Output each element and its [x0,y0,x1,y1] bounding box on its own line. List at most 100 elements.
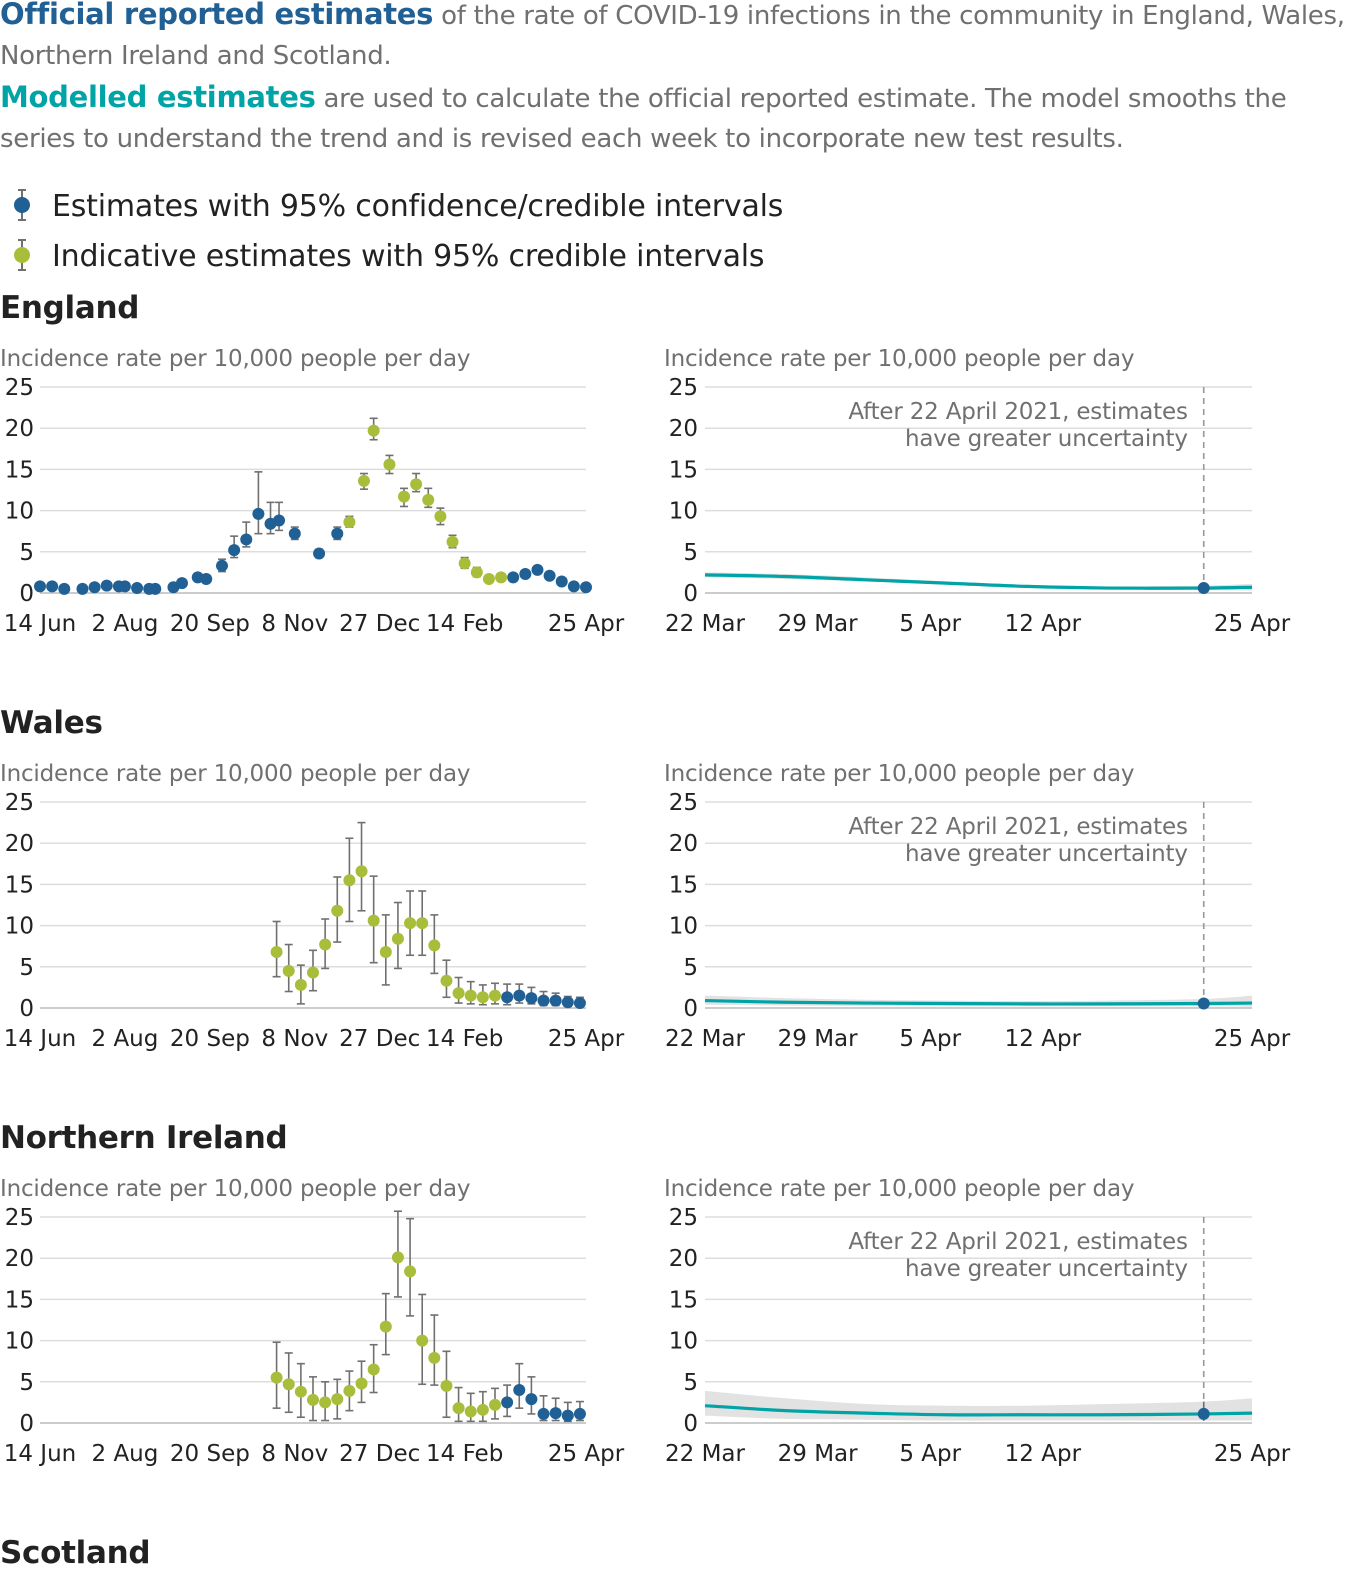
right-1-y-tick-0: 0 [683,996,698,1022]
left-0-y-tick-25: 25 [5,375,34,401]
estimate-dot [270,945,283,958]
left-1-estimate-point-21 [525,986,538,1005]
left-2-estimate-point-4 [319,1381,332,1422]
intro-official: Official reported estimates of the rate … [0,0,1354,76]
right-0-official-point [1197,582,1210,595]
estimate-dot [76,582,89,595]
estimate-dot [288,527,301,540]
left-1-y-tick-0: 0 [19,996,34,1022]
estimate-dot [1197,582,1210,595]
right-1-annotation-line-1: After 22 April 2021, estimates [848,814,1187,840]
left-1-estimate-point-6 [343,837,356,923]
left-0-estimate-point-31 [434,507,447,526]
left-1-x-tick-3: 8 Nov [261,1026,328,1052]
estimate-dot [357,474,370,487]
left-1-estimate-point-14 [440,959,453,999]
estimate-dot [294,1385,307,1398]
left-0-estimate-point-21 [288,526,301,541]
estimate-dot [549,994,562,1007]
estimate-dot [1197,1407,1210,1420]
right-0-x-tick-3: 12 Apr [1005,611,1082,637]
estimate-dot [294,978,307,991]
estimate-dot [470,566,483,579]
estimate-dot [149,582,162,595]
estimate-dot [464,989,477,1002]
left-1-y-tick-10: 10 [5,914,34,940]
right-2-y-axis-title: Incidence rate per 10,000 people per day [664,1176,1134,1202]
estimate-dot [501,991,514,1004]
right-2-x-tick-1: 29 Mar [778,1441,859,1467]
estimate-dot [452,1402,465,1415]
right-1-x-tick-1: 29 Mar [778,1026,859,1052]
estimate-dot [495,571,508,584]
right-2-y-tick-25: 25 [669,1205,698,1231]
left-1-estimate-point-18 [489,982,501,1005]
left-0-estimate-point-4 [88,581,101,594]
right-1-y-tick-20: 20 [669,831,698,857]
left-1-y-tick-5: 5 [19,955,34,981]
right-0-x-tick-0: 22 Mar [665,611,746,637]
left-0-estimate-point-5 [100,579,113,592]
left-0-y-tick-10: 10 [5,499,34,525]
left-0-estimate-point-40 [543,569,556,582]
estimate-dot [88,581,101,594]
right-1-official-point [1197,997,1210,1010]
estimate-dot [580,581,592,594]
estimate-dot [476,991,489,1004]
estimate-dot [404,1265,417,1278]
estimate-dot [543,569,556,582]
right-2-modelled-line [704,1404,1253,1417]
left-2-x-tick-2: 20 Sep [170,1441,250,1467]
right-0-y-tick-15: 15 [669,457,698,483]
left-1-estimate-point-5 [331,876,344,943]
left-0-estimate-point-43 [580,581,592,594]
left-2-x-tick-5: 14 Feb [426,1441,503,1467]
modelled-estimates-text: are used to calculate the official repor… [0,84,1287,154]
legend-indicative: Indicative estimates with 95% credible i… [8,236,765,276]
left-1-x-tick-5: 14 Feb [426,1026,503,1052]
left-0-estimate-point-14 [200,572,213,585]
right-2-annotation-line-1: After 22 April 2021, estimates [848,1229,1187,1255]
estimate-dot [367,1363,380,1376]
left-2-estimate-point-16 [464,1392,477,1423]
england-weekly-estimates-chart: Incidence rate per 10,000 people per day… [0,346,625,637]
left-0-estimate-point-30 [422,487,435,509]
left-1-y-tick-25: 25 [5,790,34,816]
left-2-estimate-point-14 [440,1350,453,1419]
estimate-dot [355,865,368,878]
right-2-y-tick-15: 15 [669,1287,698,1313]
left-0-estimate-point-24 [343,515,356,529]
left-1-estimate-point-10 [391,901,404,970]
indicative-estimate-dot-icon [14,239,30,271]
estimate-dot [489,989,501,1002]
estimate-dot [525,992,538,1005]
left-1-estimate-point-17 [476,984,489,1006]
right-0-y-tick-25: 25 [669,375,698,401]
left-2-y-tick-20: 20 [5,1246,34,1272]
estimate-dot [489,1398,501,1411]
left-0-estimate-point-2 [58,582,71,595]
right-2-x-tick-0: 22 Mar [665,1441,746,1467]
estimate-dot [567,580,580,593]
left-2-estimate-point-20 [513,1362,526,1409]
estimate-dot [252,507,265,520]
left-0-estimate-point-8 [131,582,144,595]
left-0-x-tick-5: 14 Feb [426,611,503,637]
left-2-estimate-point-9 [379,1292,392,1356]
left-1-estimate-point-11 [404,890,417,957]
right-2-x-tick-4: 25 Apr [1214,1441,1291,1467]
modelled-estimates-lead: Modelled estimates [0,80,316,114]
left-0-x-tick-0: 14 Jun [4,611,77,637]
left-0-y-tick-20: 20 [5,416,34,442]
left-2-estimate-point-23 [549,1397,562,1422]
right-1-x-tick-0: 22 Mar [665,1026,746,1052]
wales-weekly-estimates-chart: Incidence rate per 10,000 people per day… [0,761,625,1052]
estimate-dot [446,535,459,548]
left-1-estimate-point-2 [294,964,307,1005]
left-1-estimate-point-24 [561,995,574,1009]
estimate-dot [118,580,131,593]
estimate-dot [355,1377,368,1390]
left-1-y-tick-15: 15 [5,872,34,898]
left-0-estimate-point-18 [252,471,265,535]
left-1-estimate-point-4 [319,918,332,970]
